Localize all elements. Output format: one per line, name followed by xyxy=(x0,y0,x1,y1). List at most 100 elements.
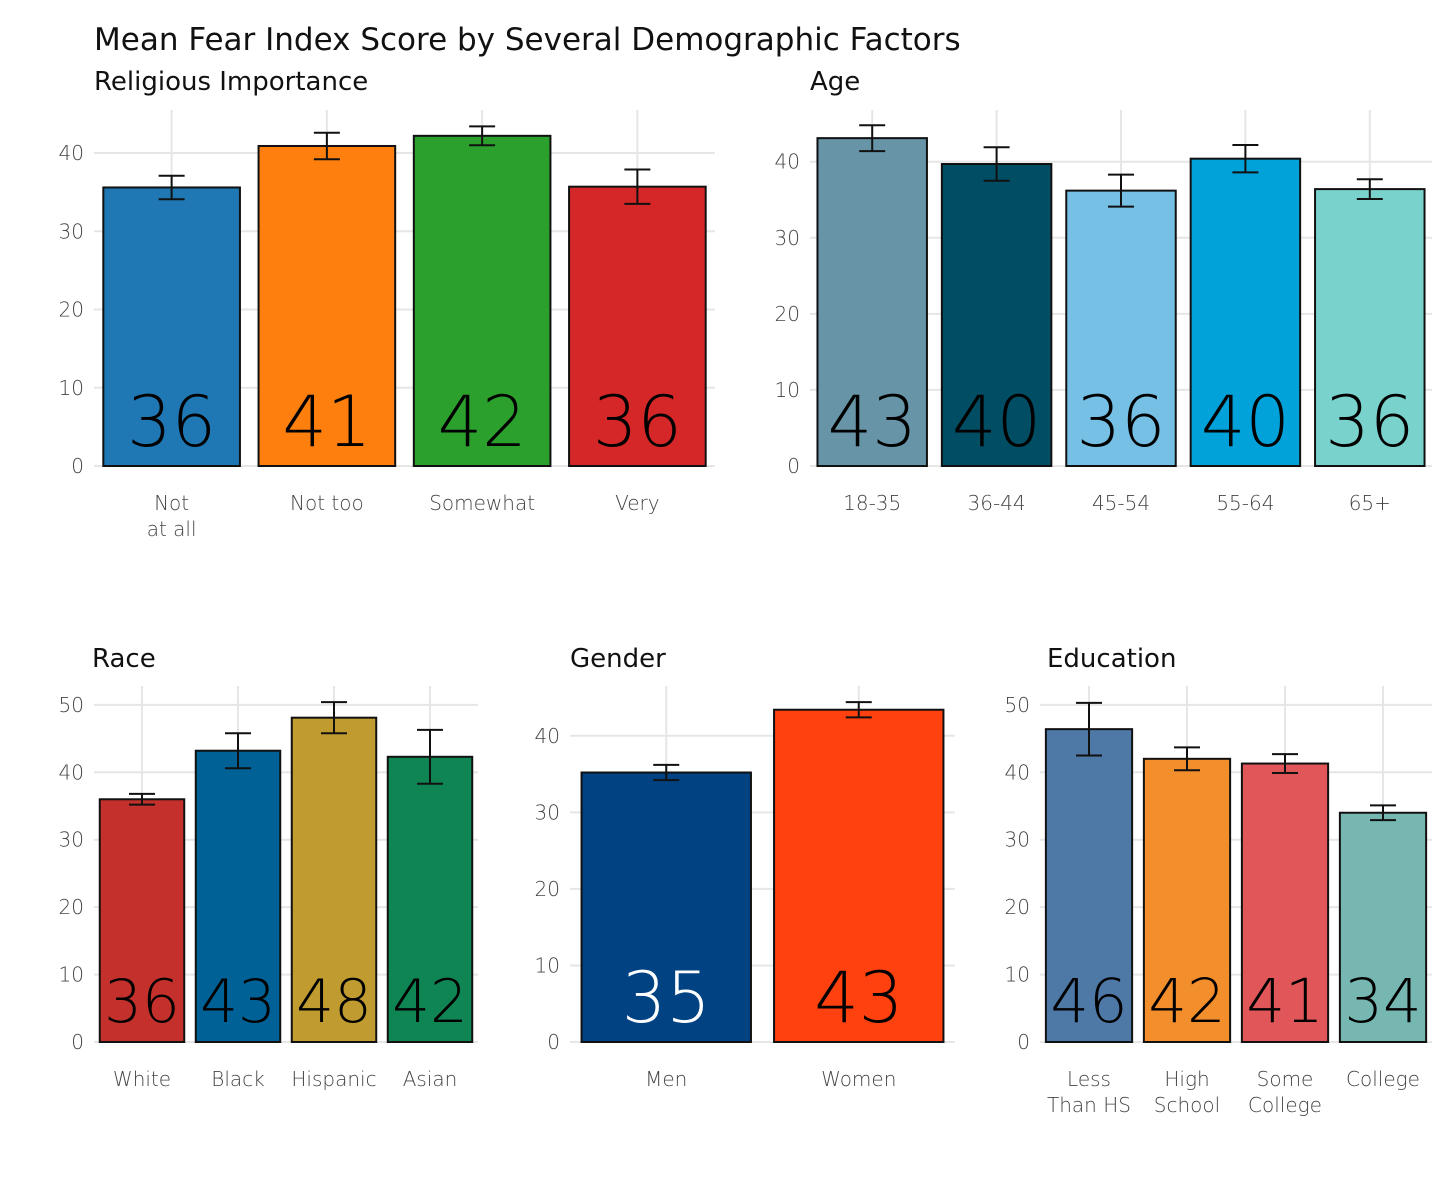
x-tick-label: Less Than HS xyxy=(1047,1067,1131,1117)
x-tick-label: 36-44 xyxy=(968,491,1026,515)
y-tick-label: 0 xyxy=(547,1030,560,1054)
error-bar xyxy=(417,728,443,785)
y-tick-label: 10 xyxy=(1005,963,1030,987)
y-tick-label: 30 xyxy=(59,219,84,243)
y-tick-label: 30 xyxy=(535,800,560,824)
y-tick-label: 0 xyxy=(71,1030,84,1054)
error-bar xyxy=(1370,804,1396,822)
value-label: 48 xyxy=(296,968,372,1037)
bar xyxy=(1240,762,1330,1044)
y-tick-label: 10 xyxy=(775,378,800,402)
y-tick-label: 50 xyxy=(59,693,84,717)
error-bar xyxy=(1076,701,1102,757)
value-label: 43 xyxy=(200,968,276,1037)
value-label: 43 xyxy=(814,957,903,1039)
x-tick-label: Black xyxy=(211,1067,265,1091)
x-tick-label: Asian xyxy=(403,1067,458,1091)
value-label: 36 xyxy=(127,381,216,463)
bar xyxy=(1044,728,1134,1043)
bar xyxy=(940,163,1053,467)
y-tick-label: 20 xyxy=(59,895,84,919)
bar xyxy=(773,708,945,1043)
bar xyxy=(102,186,241,467)
value-label: 36 xyxy=(1325,381,1414,463)
y-tick-label: 10 xyxy=(535,953,560,977)
value-label: 36 xyxy=(593,381,682,463)
value-label: 40 xyxy=(952,381,1041,463)
error-bar xyxy=(1272,753,1298,774)
error-bar xyxy=(859,124,886,153)
y-tick-label: 40 xyxy=(59,141,84,165)
y-tick-label: 40 xyxy=(59,760,84,784)
x-tick-label: Somewhat xyxy=(429,491,535,515)
y-tick-label: 20 xyxy=(535,877,560,901)
value-label: 35 xyxy=(622,957,711,1039)
panel-title: Race xyxy=(92,644,156,674)
panel: Race 0 10 20 30 40 50 36 White 43 Black 48 Hispanic 4… xyxy=(59,644,478,1091)
value-label: 42 xyxy=(1148,967,1225,1037)
error-bar xyxy=(845,701,872,719)
error-bar xyxy=(313,131,340,161)
y-tick-label: 0 xyxy=(1017,1030,1030,1054)
panel-title: Age xyxy=(810,67,860,97)
x-tick-label: White xyxy=(113,1067,171,1091)
y-tick-label: 0 xyxy=(787,454,800,478)
value-label: 41 xyxy=(1246,967,1323,1037)
x-tick-label: 55-64 xyxy=(1216,491,1274,515)
y-tick-label: 0 xyxy=(71,454,84,478)
y-tick-label: 20 xyxy=(1005,895,1030,919)
error-bar xyxy=(129,792,155,806)
y-tick-label: 50 xyxy=(1005,693,1030,717)
bar xyxy=(1065,189,1177,467)
bar xyxy=(386,755,474,1044)
panel: Education 0 10 20 30 40 50 46 Less Than HS 42 High S… xyxy=(1005,644,1432,1117)
x-tick-label: Not at all xyxy=(147,491,197,541)
error-bar xyxy=(321,701,347,735)
error-bar xyxy=(1356,178,1383,200)
y-tick-label: 30 xyxy=(59,828,84,852)
x-tick-label: 65+ xyxy=(1349,491,1391,515)
error-bar xyxy=(1108,173,1134,208)
bar xyxy=(1338,811,1428,1043)
x-tick-label: Very xyxy=(615,491,660,515)
x-tick-label: 45-54 xyxy=(1092,491,1150,515)
value-label: 42 xyxy=(392,968,468,1037)
x-tick-label: Some College xyxy=(1248,1067,1322,1117)
value-label: 34 xyxy=(1344,967,1421,1037)
x-tick-label: Women xyxy=(821,1067,896,1091)
x-tick-label: Hispanic xyxy=(291,1067,376,1091)
bar xyxy=(816,137,928,467)
bar xyxy=(1314,188,1426,467)
y-tick-label: 20 xyxy=(775,302,800,326)
error-bar xyxy=(225,732,251,770)
panel-title: Religious Importance xyxy=(94,67,368,97)
y-tick-label: 10 xyxy=(59,376,84,400)
error-bar xyxy=(653,763,680,782)
bar xyxy=(194,749,282,1044)
bar xyxy=(1189,157,1302,468)
panel: Age 0 10 20 30 40 43 18-35 40 36-44 36 45-54 40 55-64… xyxy=(775,67,1432,515)
bar xyxy=(98,798,186,1043)
value-label: 43 xyxy=(828,381,917,463)
bar xyxy=(412,134,552,467)
panel-title: Gender xyxy=(570,644,666,674)
error-bar xyxy=(983,146,1010,182)
error-bar xyxy=(1174,746,1200,772)
value-label: 46 xyxy=(1050,967,1127,1037)
value-label: 40 xyxy=(1201,381,1290,463)
panel: Religious Importance 0 10 20 30 40 36 Not at all… xyxy=(59,67,715,541)
value-label: 36 xyxy=(1076,381,1165,463)
x-tick-label: Not too xyxy=(290,491,364,515)
x-tick-label: Men xyxy=(645,1067,687,1091)
bar xyxy=(580,771,752,1043)
bar xyxy=(568,185,707,468)
x-tick-label: High School xyxy=(1154,1067,1220,1117)
value-label: 41 xyxy=(282,381,371,463)
x-tick-label: 18-35 xyxy=(843,491,901,515)
error-bar xyxy=(158,174,185,201)
panel-title: Education xyxy=(1047,644,1176,674)
bar xyxy=(1142,757,1232,1043)
value-label: 42 xyxy=(438,381,527,463)
y-tick-label: 30 xyxy=(1005,828,1030,852)
